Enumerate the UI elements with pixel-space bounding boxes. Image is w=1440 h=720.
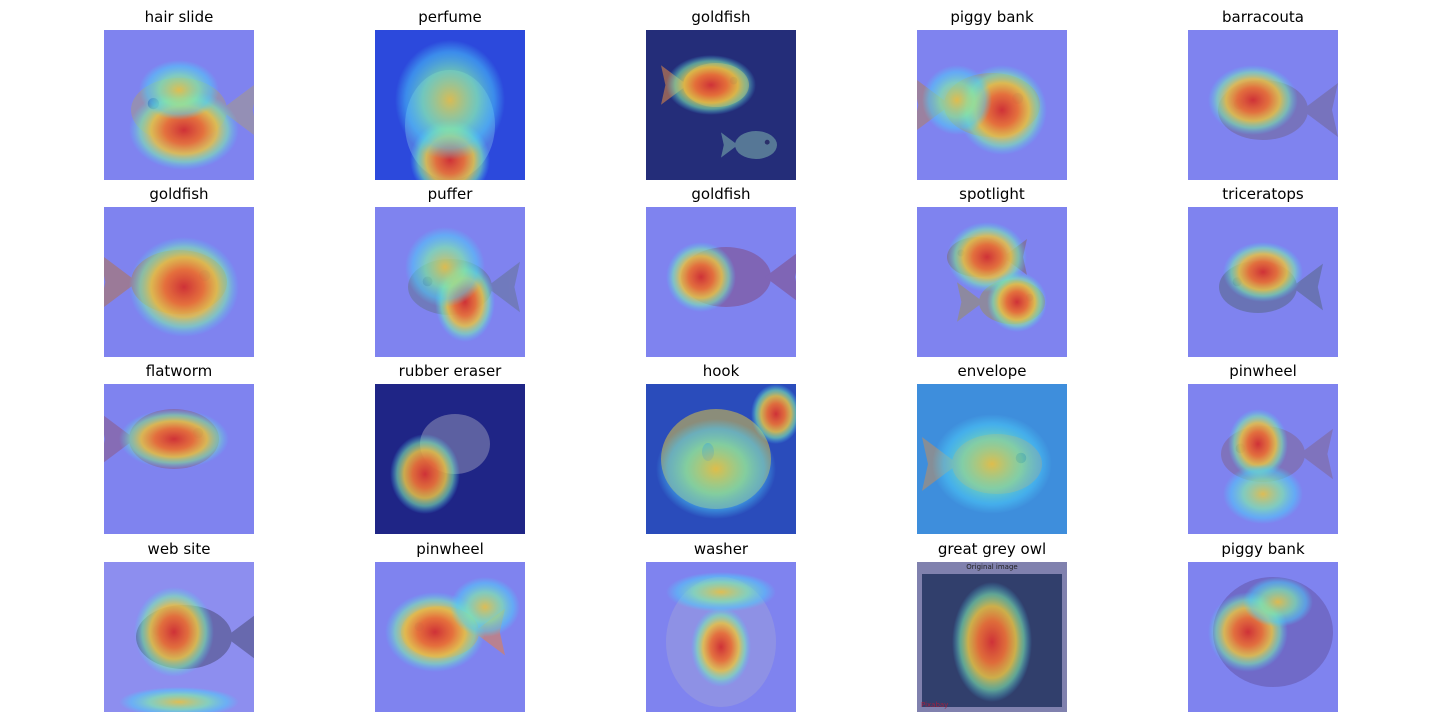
prediction-label: hair slide <box>144 8 214 26</box>
saliency-image <box>917 30 1067 180</box>
saliency-image <box>917 384 1067 534</box>
saliency-image <box>375 384 525 534</box>
saliency-image <box>104 562 254 712</box>
prediction-label: flatworm <box>145 362 213 380</box>
prediction-label: rubber eraser <box>398 362 502 380</box>
prediction-label: triceratops <box>1222 185 1304 203</box>
saliency-image <box>375 30 525 180</box>
saliency-image <box>1188 562 1338 712</box>
prediction-label: spotlight <box>959 185 1025 203</box>
saliency-image <box>375 562 525 712</box>
saliency-image <box>646 562 796 712</box>
saliency-image <box>917 207 1067 357</box>
prediction-label: perfume <box>418 8 482 26</box>
saliency-image <box>1188 207 1338 357</box>
prediction-label: hook <box>702 362 740 380</box>
saliency-image <box>1188 30 1338 180</box>
saliency-image: Original image Pixabay <box>917 562 1067 712</box>
prediction-label: envelope <box>957 362 1027 380</box>
watermark: Pixabay <box>921 701 949 709</box>
prediction-label: great grey owl <box>937 540 1047 558</box>
saliency-image <box>1188 384 1338 534</box>
saliency-image <box>104 384 254 534</box>
prediction-label: web site <box>147 540 211 558</box>
saliency-image <box>646 207 796 357</box>
saliency-image <box>375 207 525 357</box>
saliency-image <box>646 384 796 534</box>
prediction-label: goldfish <box>149 185 209 203</box>
saliency-image <box>104 30 254 180</box>
prediction-label: piggy bank <box>950 8 1034 26</box>
prediction-label: puffer <box>427 185 473 203</box>
prediction-label: pinwheel <box>416 540 484 558</box>
image-caption: Original image <box>966 563 1018 571</box>
saliency-image <box>104 207 254 357</box>
saliency-image <box>646 30 796 180</box>
prediction-label: pinwheel <box>1229 362 1297 380</box>
prediction-label: barracouta <box>1222 8 1304 26</box>
prediction-label: piggy bank <box>1221 540 1305 558</box>
prediction-label: goldfish <box>691 185 751 203</box>
prediction-label: goldfish <box>691 8 751 26</box>
prediction-label: washer <box>693 540 749 558</box>
